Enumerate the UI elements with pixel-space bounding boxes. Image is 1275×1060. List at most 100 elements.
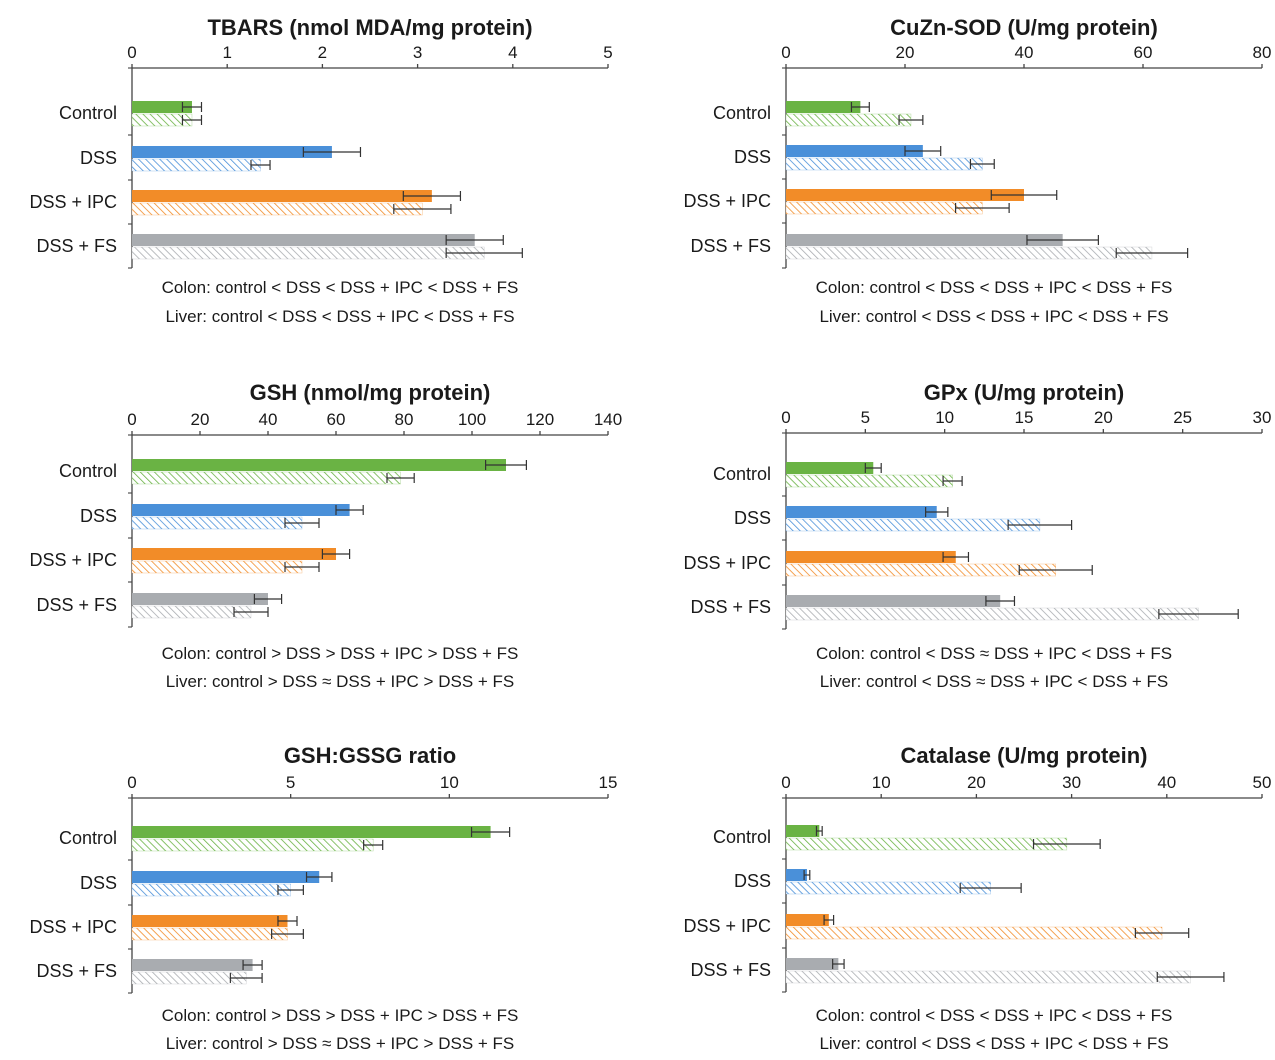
bar-liver: [785, 607, 1199, 621]
bar-colon: [132, 101, 192, 113]
bar-colon: [786, 869, 807, 881]
bar-liver: [131, 471, 401, 485]
bar-liver: [131, 560, 303, 574]
chart-panel-6: Catalase (U/mg protein) 0 10 20 30 40 50 Contro…: [683, 743, 1271, 1053]
category-label: DSS + IPC: [29, 192, 117, 212]
colon-note: Colon: control < DSS < DSS + IPC < DSS +…: [816, 278, 1173, 297]
bar-colon: [132, 190, 432, 202]
bar-liver: [131, 838, 374, 852]
x-tick-label: 40: [1157, 773, 1176, 792]
x-tick-label: 15: [599, 773, 618, 792]
bar-colon: [786, 145, 923, 157]
category-label: DSS + FS: [36, 595, 117, 615]
bar-colon: [132, 871, 320, 883]
x-tick-label: 0: [127, 410, 136, 429]
category-label: DSS: [734, 147, 771, 167]
x-tick-label: 5: [603, 43, 612, 62]
category-label: DSS + FS: [690, 597, 771, 617]
bar-liver: [785, 970, 1191, 984]
colon-note: Colon: control < DSS < DSS + IPC < DSS +…: [162, 278, 519, 297]
category-label: DSS + IPC: [683, 916, 771, 936]
bar-liver: [131, 605, 252, 619]
x-tick-label: 5: [286, 773, 295, 792]
colon-note: Colon: control > DSS > DSS + IPC > DSS +…: [162, 644, 519, 663]
x-tick-label: 0: [127, 773, 136, 792]
x-tick-label: 20: [1094, 408, 1113, 427]
category-label: DSS: [80, 148, 117, 168]
bar-liver: [785, 157, 983, 171]
category-label: DSS: [80, 873, 117, 893]
x-tick-label: 80: [395, 410, 414, 429]
bar-colon: [786, 551, 956, 563]
category-label: DSS: [734, 508, 771, 528]
bar-colon: [132, 548, 336, 560]
bar-colon: [132, 459, 506, 471]
category-label: Control: [713, 464, 771, 484]
chart-title: CuZn-SOD (U/mg protein): [890, 15, 1158, 40]
chart-title: GPx (U/mg protein): [924, 380, 1124, 405]
bar-colon: [786, 825, 820, 837]
x-tick-label: 25: [1173, 408, 1192, 427]
x-tick-label: 140: [594, 410, 622, 429]
x-tick-label: 15: [1015, 408, 1034, 427]
chart-title: TBARS (nmol MDA/mg protein): [207, 15, 532, 40]
category-label: DSS + FS: [36, 961, 117, 981]
bar-liver: [131, 202, 423, 216]
bar-colon: [132, 504, 350, 516]
category-label: Control: [59, 461, 117, 481]
x-tick-label: 40: [1015, 43, 1034, 62]
x-tick-label: 0: [781, 773, 790, 792]
x-tick-label: 30: [1253, 408, 1272, 427]
bar-liver: [131, 927, 288, 941]
liver-note: Liver: control < DSS ≈ DSS + IPC < DSS +…: [820, 672, 1169, 691]
chart-title: GSH:GSSG ratio: [284, 743, 456, 768]
liver-note: Liver: control < DSS < DSS + IPC < DSS +…: [819, 1034, 1168, 1053]
bar-colon: [786, 234, 1063, 246]
chart-panel-4: GPx (U/mg protein) 0 5 10 15 20 25 30 Control DSS…: [683, 380, 1271, 691]
x-tick-label: 60: [327, 410, 346, 429]
bar-liver: [785, 518, 1041, 532]
liver-note: Liver: control < DSS < DSS + IPC < DSS +…: [819, 307, 1168, 326]
x-tick-label: 20: [191, 410, 210, 429]
bar-colon: [786, 506, 937, 518]
liver-note: Liver: control < DSS < DSS + IPC < DSS +…: [165, 307, 514, 326]
x-tick-label: 40: [259, 410, 278, 429]
x-tick-label: 30: [1062, 773, 1081, 792]
x-tick-label: 1: [222, 43, 231, 62]
chart-title: Catalase (U/mg protein): [901, 743, 1148, 768]
bar-liver: [785, 926, 1163, 940]
chart-panel-2: CuZn-SOD (U/mg protein) 0 20 40 60 80 Control D…: [683, 15, 1271, 326]
category-label: Control: [713, 827, 771, 847]
bar-liver: [131, 246, 485, 260]
bar-colon: [132, 146, 332, 158]
chart-panel-3: GSH (nmol/mg protein) 0 20 40 60 80 100 120 140 C…: [29, 380, 622, 691]
bar-liver: [131, 158, 261, 172]
chart-panel-5: GSH:GSSG ratio 0 5 10 15 Control DSS DSS + IPC D…: [29, 743, 617, 1053]
bar-liver: [785, 201, 983, 215]
category-label: DSS + IPC: [683, 191, 771, 211]
bar-colon: [786, 462, 874, 474]
colon-note: Colon: control > DSS > DSS + IPC > DSS +…: [162, 1006, 519, 1025]
category-label: Control: [713, 103, 771, 123]
chart-title: GSH (nmol/mg protein): [250, 380, 491, 405]
bar-liver: [131, 971, 247, 985]
bar-colon: [132, 593, 268, 605]
category-label: DSS: [734, 871, 771, 891]
x-tick-label: 3: [413, 43, 422, 62]
liver-note: Liver: control > DSS ≈ DSS + IPC > DSS +…: [166, 672, 515, 691]
x-tick-label: 60: [1134, 43, 1153, 62]
x-tick-label: 0: [127, 43, 136, 62]
chart-panel-1: TBARS (nmol MDA/mg protein) 0 1 2 3 4 5 Control…: [29, 15, 612, 326]
bar-liver: [785, 474, 953, 488]
bar-liver: [785, 837, 1068, 851]
x-tick-label: 0: [781, 43, 790, 62]
x-tick-label: 100: [458, 410, 486, 429]
bar-liver: [785, 113, 912, 127]
x-tick-label: 5: [861, 408, 870, 427]
bar-liver: [131, 516, 303, 530]
x-tick-label: 20: [967, 773, 986, 792]
x-tick-label: 50: [1253, 773, 1272, 792]
bar-colon: [786, 914, 829, 926]
